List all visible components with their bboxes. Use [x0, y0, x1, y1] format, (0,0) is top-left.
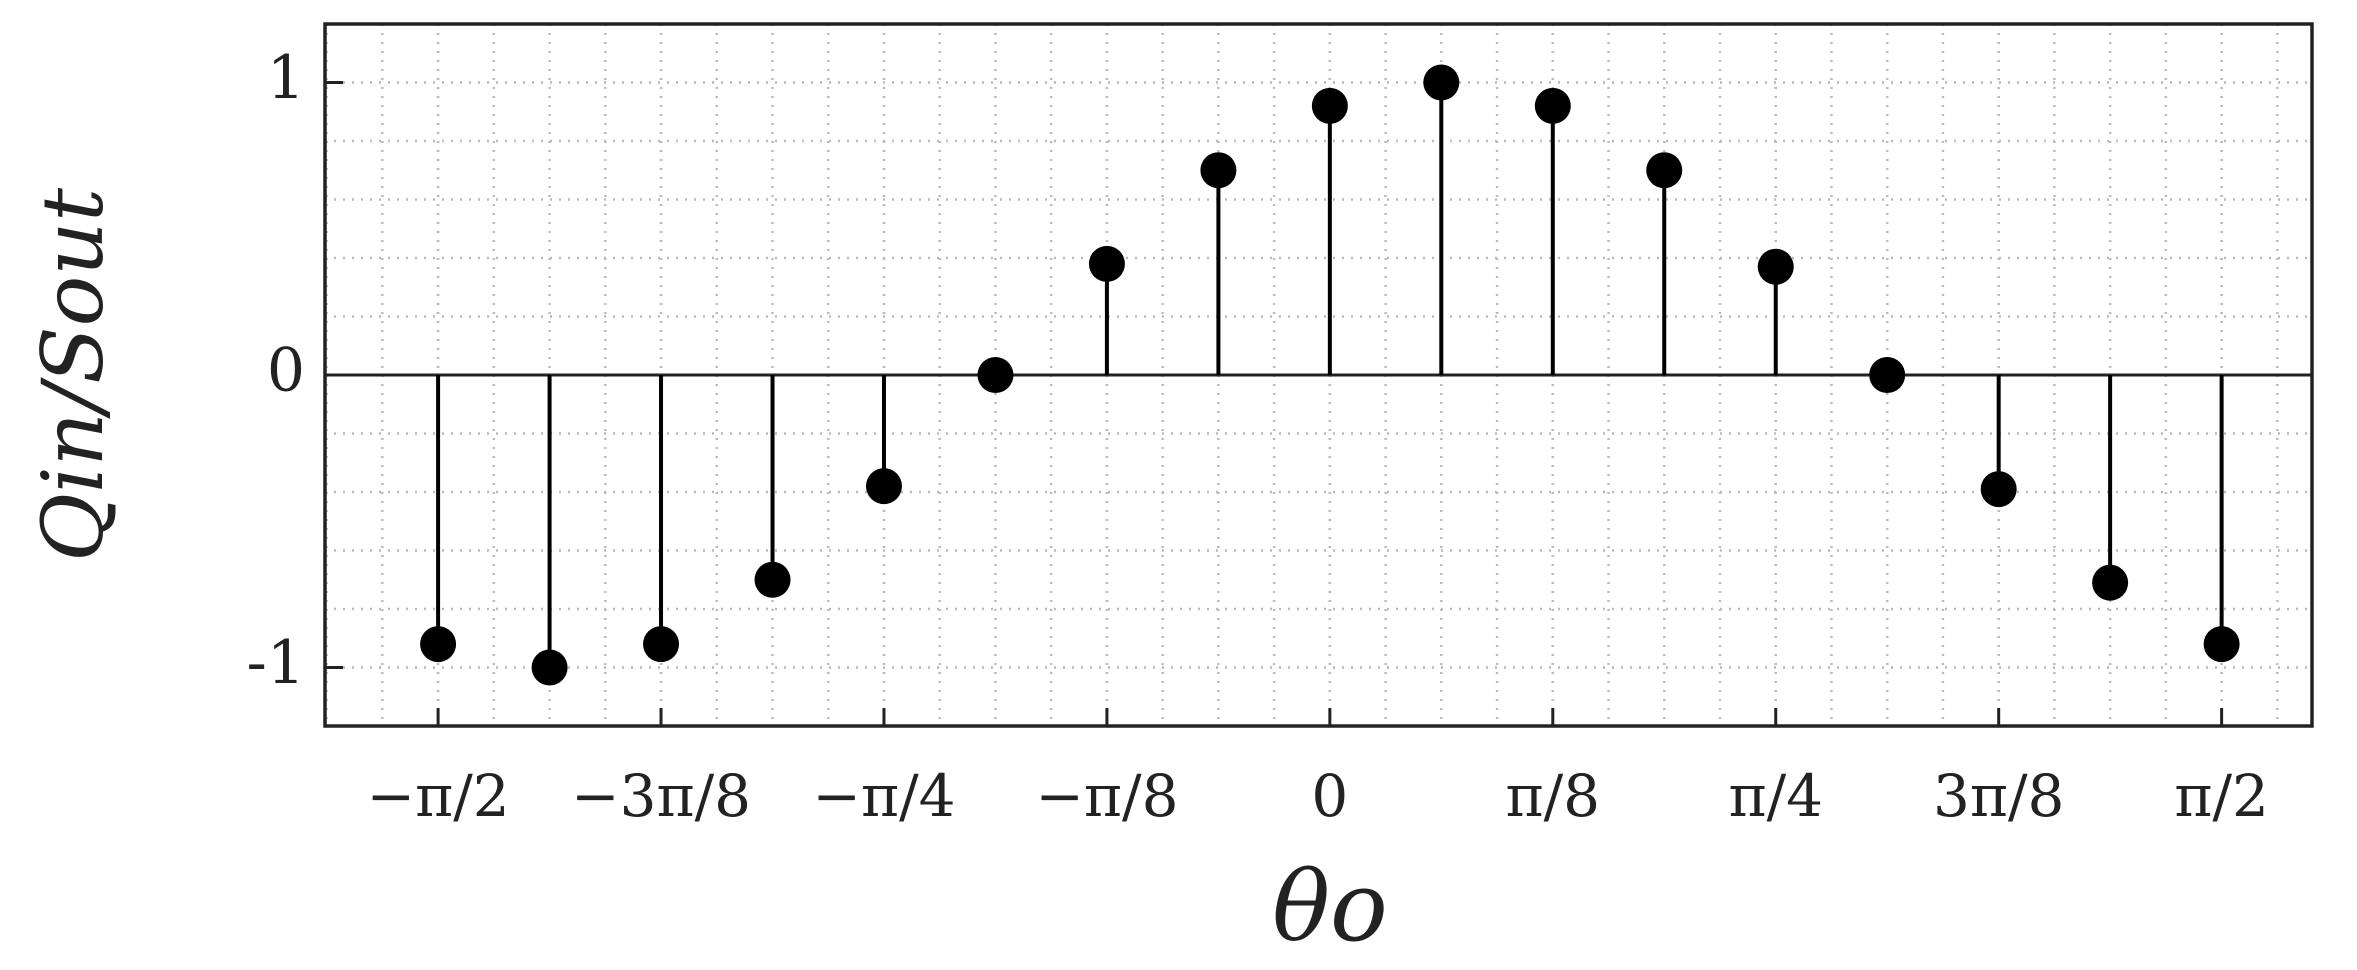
stem-marker	[1646, 152, 1683, 189]
stem-marker	[2092, 564, 2129, 601]
stem-marker	[531, 649, 568, 686]
stem-marker	[1534, 87, 1571, 124]
x-tick-label: π/2	[2174, 762, 2269, 830]
stem-marker	[420, 626, 457, 663]
x-tick-label: 3π/8	[1933, 762, 2064, 830]
x-tick-label: −π/4	[812, 762, 955, 830]
x-tick-label: 0	[1311, 762, 1348, 830]
y-tick-label: 1	[267, 43, 305, 113]
y-tick-label: 0	[267, 336, 305, 406]
stem-marker	[1311, 87, 1348, 124]
stem-marker	[1423, 64, 1460, 101]
x-tick-label: −π/2	[367, 762, 510, 830]
stem-marker	[1980, 471, 2017, 508]
stem-marker	[754, 561, 791, 598]
x-tick-label: π/8	[1506, 762, 1601, 830]
x-tick-label: −3π/8	[571, 762, 751, 830]
x-axis-label: θo	[1272, 851, 1388, 963]
stem-marker	[865, 468, 902, 505]
stem-marker	[2203, 626, 2240, 663]
stem-marker	[643, 626, 680, 663]
stem-marker	[977, 357, 1014, 393]
plot-frame	[323, 22, 2314, 728]
stem-marker	[1869, 357, 1906, 393]
x-tick-label: π/4	[1728, 762, 1823, 830]
y-tick-label: -1	[247, 628, 305, 698]
x-tick-label: −π/8	[1035, 762, 1178, 830]
stem-marker	[1757, 248, 1794, 285]
stem-marker	[1088, 245, 1125, 282]
stem-marker	[1200, 152, 1237, 189]
y-axis-label: Qin/Sout	[24, 188, 122, 562]
